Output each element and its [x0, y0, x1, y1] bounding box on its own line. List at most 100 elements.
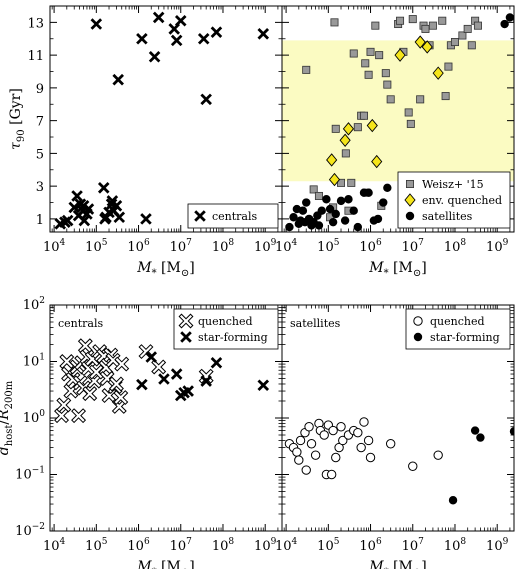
panel-annotation: satellites	[290, 317, 341, 330]
data-point-cross	[149, 51, 160, 62]
y-tick-label: 102	[23, 296, 45, 313]
data-point-diamond	[371, 154, 383, 169]
data-point-open-circle	[301, 465, 311, 475]
x-tick-label: 109	[486, 238, 509, 255]
data-point-open-circle	[326, 469, 337, 480]
data-point-cross	[91, 18, 102, 30]
data-point-open-cross	[59, 400, 68, 409]
x-tick-label: 104	[43, 537, 66, 554]
data-point-open-cross	[57, 411, 66, 420]
y-tick-label: 11	[27, 49, 44, 64]
data-point-cross	[200, 94, 212, 105]
data-point-square	[416, 95, 425, 104]
data-point-circle	[302, 198, 311, 207]
x-tick-label: 104	[43, 238, 66, 255]
data-point-square	[441, 92, 450, 101]
data-point-cross	[158, 373, 170, 385]
x-tick-label: 109	[254, 537, 277, 554]
data-point-square	[314, 191, 323, 200]
data-point-circle	[336, 196, 346, 206]
series-quenched	[57, 341, 211, 420]
legend-label: satellites	[422, 210, 473, 223]
legend-label: star-forming	[430, 331, 500, 344]
y-tick-label: 7	[36, 115, 44, 130]
data-point-square	[381, 69, 390, 78]
data-point-open-circle	[336, 422, 346, 432]
data-point-square	[450, 38, 459, 47]
data-point-open-circle	[338, 435, 348, 446]
legend: quenched star-forming	[173, 308, 279, 350]
x-axis-label: M* [M⊙]	[136, 559, 194, 569]
y-tick-label: 101	[23, 353, 45, 370]
data-point-square	[371, 21, 380, 30]
data-point-cross	[171, 35, 182, 46]
legend: quenched star-forming	[405, 308, 511, 350]
x-tick-label: 107	[170, 537, 193, 554]
data-point-circle	[505, 13, 514, 22]
plot-frame	[281, 5, 515, 233]
data-point-square	[406, 119, 415, 128]
x-tick-label: 109	[486, 537, 509, 554]
x-axis-label: M* [M⊙]	[136, 260, 194, 279]
data-point-cross	[136, 379, 148, 390]
legend-label: centrals	[212, 210, 258, 223]
data-layer	[285, 13, 514, 232]
x-tick-label: 105	[85, 537, 108, 554]
legend: centrals	[187, 203, 279, 229]
data-point-diamond	[421, 40, 433, 54]
series-satellites	[285, 13, 514, 232]
data-point-cross	[258, 28, 269, 40]
panel-bottom-right: 104 105 106 107 108 109 M* [M⊙] satellites quenc…	[275, 304, 515, 569]
data-point-cross	[175, 15, 186, 26]
data-point-circle	[470, 426, 480, 435]
data-point-open-circle	[359, 417, 369, 427]
x-tick-label: 107	[402, 537, 425, 554]
x-tick-label: 108	[212, 537, 235, 554]
panel-top-right: 104 105 106 107 108 109 M* [M⊙] Weisz+ '15 env. …	[275, 5, 515, 279]
data-point-square	[341, 149, 350, 158]
data-point-circle	[325, 204, 335, 214]
data-point-circle	[322, 195, 331, 204]
data-point-cross	[211, 357, 222, 368]
data-point-cross	[113, 74, 124, 85]
data-point-circle	[289, 213, 298, 222]
data-point-open-cross	[116, 393, 125, 402]
data-point-square	[347, 178, 356, 187]
x-tick-label: 104	[275, 238, 298, 255]
data-point-circle	[349, 206, 358, 215]
y-tick-label: 3	[36, 180, 44, 195]
data-point-open-cross	[154, 362, 163, 371]
data-point-open-circle	[433, 450, 443, 460]
data-point-open-circle	[331, 452, 341, 463]
data-point-square	[383, 80, 392, 89]
data-point-circle	[513, 18, 514, 24]
data-point-cross	[136, 33, 148, 44]
data-point-circle	[405, 211, 415, 221]
data-point-open-circle	[385, 439, 396, 449]
panel-annotation: centrals	[58, 317, 104, 330]
data-point-cross	[171, 368, 182, 380]
data-point-square	[467, 41, 476, 50]
legend-label: Weisz+ '15	[422, 178, 484, 191]
data-point-circle	[476, 433, 485, 442]
data-point-square	[331, 124, 340, 133]
data-point-square	[349, 49, 358, 58]
data-point-circle	[344, 195, 353, 204]
shaded-band	[282, 40, 514, 182]
y-tick-label: 10−1	[15, 466, 45, 483]
data-point-open-circle	[306, 439, 317, 449]
series-env-quenched	[326, 35, 444, 187]
data-point-square	[473, 21, 482, 30]
data-point-diamond	[326, 153, 338, 167]
data-point-circle	[509, 427, 514, 436]
legend-label: quenched	[430, 315, 485, 328]
x-tick-label: 106	[127, 238, 150, 255]
panel-bottom-left: 104 105 106 107 108 109 M* [M⊙] 10−2 10−1 100 101 1…	[0, 296, 283, 569]
y-axis-label: τ90 [Gyr]	[8, 88, 27, 150]
data-point-square	[421, 24, 430, 33]
data-point-diamond	[394, 48, 406, 62]
series-quenched	[284, 417, 443, 480]
data-point-open-circle	[295, 435, 306, 446]
